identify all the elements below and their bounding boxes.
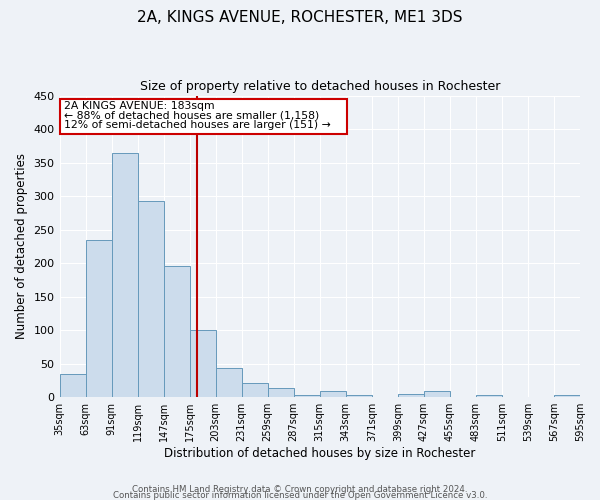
Text: 2A KINGS AVENUE: 183sqm: 2A KINGS AVENUE: 183sqm bbox=[64, 101, 215, 111]
Bar bbox=[346, 395, 372, 397]
Text: 12% of semi-detached houses are larger (151) →: 12% of semi-detached houses are larger (… bbox=[64, 120, 331, 130]
Bar bbox=[398, 394, 424, 397]
Bar bbox=[190, 330, 215, 397]
Bar bbox=[554, 395, 580, 397]
Bar bbox=[137, 201, 164, 397]
Bar bbox=[476, 395, 502, 397]
Bar bbox=[59, 374, 86, 397]
X-axis label: Distribution of detached houses by size in Rochester: Distribution of detached houses by size … bbox=[164, 447, 475, 460]
FancyBboxPatch shape bbox=[61, 99, 347, 134]
Text: 2A, KINGS AVENUE, ROCHESTER, ME1 3DS: 2A, KINGS AVENUE, ROCHESTER, ME1 3DS bbox=[137, 10, 463, 25]
Text: Contains HM Land Registry data © Crown copyright and database right 2024.: Contains HM Land Registry data © Crown c… bbox=[132, 484, 468, 494]
Bar bbox=[294, 395, 320, 397]
Title: Size of property relative to detached houses in Rochester: Size of property relative to detached ho… bbox=[140, 80, 500, 93]
Bar bbox=[86, 240, 112, 397]
Bar bbox=[242, 383, 268, 397]
Bar bbox=[268, 388, 294, 397]
Bar bbox=[112, 153, 137, 397]
Text: Contains public sector information licensed under the Open Government Licence v3: Contains public sector information licen… bbox=[113, 490, 487, 500]
Bar bbox=[320, 390, 346, 397]
Text: ← 88% of detached houses are smaller (1,158): ← 88% of detached houses are smaller (1,… bbox=[64, 110, 319, 120]
Bar bbox=[164, 266, 190, 397]
Bar bbox=[215, 368, 242, 397]
Bar bbox=[424, 391, 450, 397]
Y-axis label: Number of detached properties: Number of detached properties bbox=[15, 154, 28, 340]
